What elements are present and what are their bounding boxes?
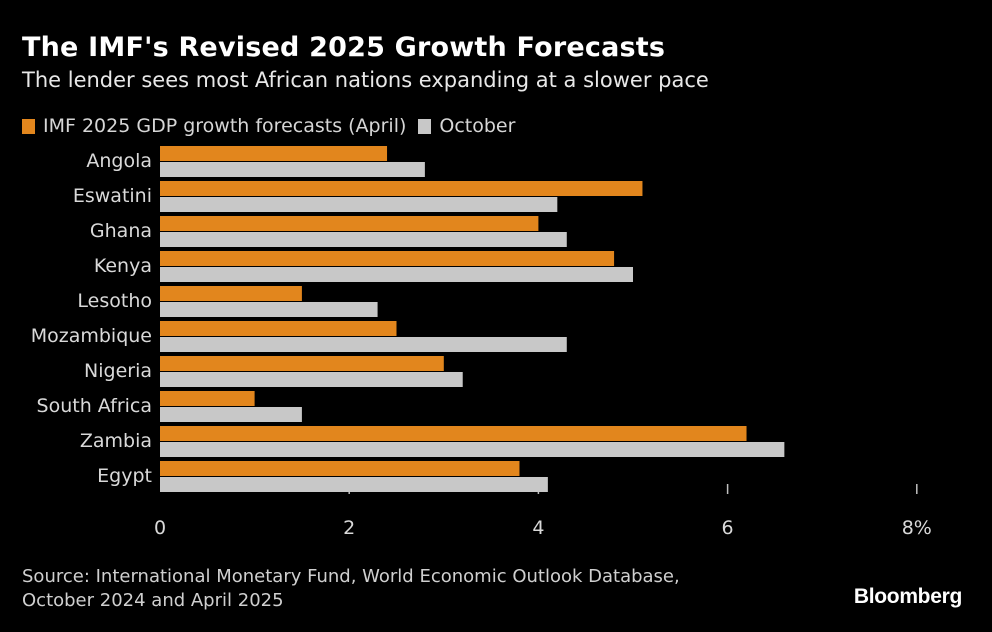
- legend-swatch-april: [22, 118, 35, 134]
- bar-october: [160, 442, 785, 457]
- category-label: Eswatini: [73, 185, 152, 207]
- bar-october: [160, 162, 425, 177]
- x-tick-label: 0: [154, 517, 166, 539]
- category-label: Lesotho: [77, 290, 152, 312]
- category-label: Nigeria: [84, 360, 152, 382]
- bar-april: [160, 356, 444, 371]
- bar-april: [160, 146, 388, 161]
- chart-subtitle: The lender sees most African nations exp…: [22, 68, 709, 92]
- category-label: South Africa: [37, 395, 152, 417]
- bloomberg-logo: Bloomberg: [853, 585, 962, 608]
- bar-october: [160, 232, 567, 247]
- x-tick-label: 8%: [902, 517, 932, 539]
- legend-swatch-october: [418, 118, 432, 134]
- bar-april: [160, 216, 539, 231]
- bar-april: [160, 391, 255, 406]
- legend-item-april: IMF 2025 GDP growth forecasts (April): [22, 115, 406, 137]
- bar-april: [160, 181, 643, 196]
- x-tick-label: 6: [722, 517, 734, 539]
- bar-april: [160, 286, 302, 301]
- chart-title: The IMF's Revised 2025 Growth Forecasts: [22, 32, 666, 63]
- category-label: Ghana: [90, 220, 152, 242]
- category-label: Zambia: [80, 430, 152, 452]
- bar-april: [160, 426, 747, 441]
- legend-label-october: October: [439, 115, 516, 137]
- x-tick-label: 4: [532, 517, 544, 539]
- bar-april: [160, 461, 520, 476]
- legend-item-october: October: [418, 115, 515, 137]
- bar-october: [160, 337, 567, 352]
- bar-october: [160, 477, 548, 492]
- category-label: Kenya: [94, 255, 152, 277]
- bar-april: [160, 251, 615, 266]
- bar-october: [160, 372, 463, 387]
- bar-october: [160, 267, 633, 282]
- x-tick-label: 2: [343, 517, 355, 539]
- bar-october: [160, 302, 378, 317]
- source-note: Source: International Monetary Fund, Wor…: [22, 565, 680, 613]
- legend: IMF 2025 GDP growth forecasts (April) Oc…: [22, 114, 527, 138]
- bar-october: [160, 407, 302, 422]
- source-line-2: October 2024 and April 2025: [22, 590, 284, 611]
- source-line-1: Source: International Monetary Fund, Wor…: [22, 566, 680, 587]
- legend-label-april: IMF 2025 GDP growth forecasts (April): [43, 115, 407, 137]
- bar-april: [160, 321, 397, 336]
- bar-october: [160, 197, 558, 212]
- category-label: Egypt: [97, 465, 152, 487]
- category-label: Angola: [86, 150, 152, 172]
- category-label: Mozambique: [31, 325, 152, 347]
